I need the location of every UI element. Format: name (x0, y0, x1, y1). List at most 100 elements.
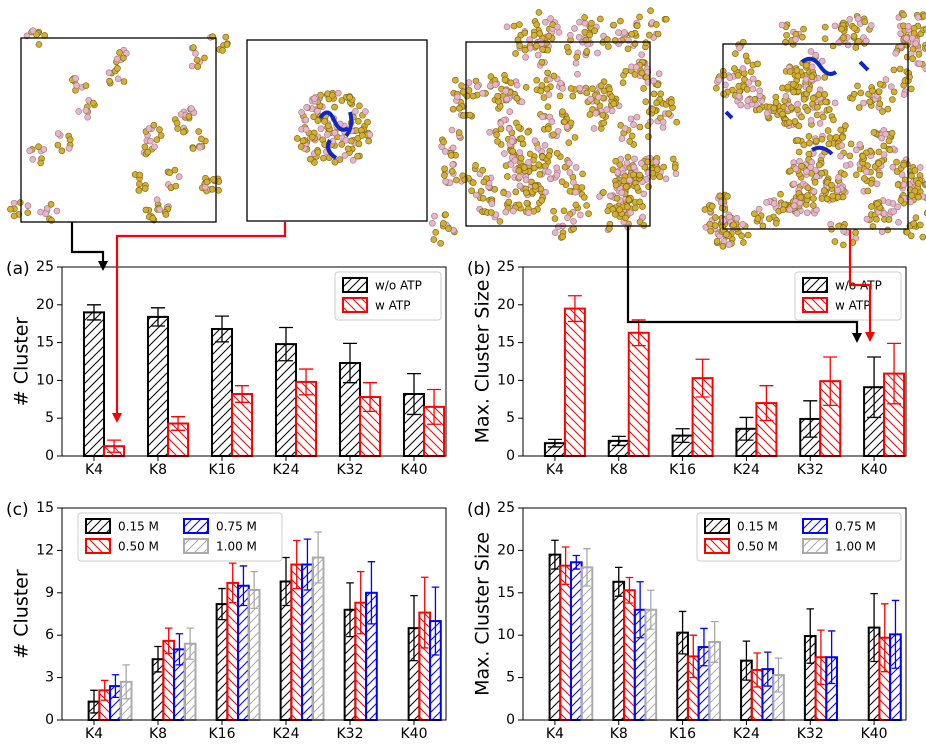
bead (632, 204, 639, 212)
bead (798, 113, 805, 121)
bead (887, 83, 895, 91)
bead (494, 92, 502, 100)
bead (821, 23, 829, 31)
bar (247, 588, 261, 721)
bead (533, 21, 541, 28)
bead (84, 113, 91, 121)
x-tick-label: K24 (733, 462, 760, 478)
bead (660, 163, 667, 171)
bead (739, 65, 747, 72)
bead (302, 116, 310, 124)
bead (523, 189, 530, 197)
bead (136, 180, 143, 188)
bead (798, 162, 805, 170)
bead (583, 89, 591, 97)
arrow (848, 229, 872, 333)
bead (826, 134, 834, 141)
bead (545, 168, 552, 176)
error-bar (218, 587, 226, 621)
bead (794, 100, 801, 108)
bead (722, 231, 730, 238)
bead (570, 218, 577, 225)
bead (645, 183, 652, 190)
bead (24, 202, 32, 210)
bead (479, 195, 487, 202)
legend: 0.15 M 0.50 M 0.75 M 1.00 M (77, 512, 283, 562)
bead (344, 145, 352, 153)
bead (864, 187, 872, 195)
bead (915, 193, 922, 201)
y-tick-label: 3 (45, 670, 54, 686)
bead (890, 208, 897, 215)
bead (538, 197, 546, 204)
bead (520, 164, 528, 171)
bead (655, 70, 663, 77)
bead (672, 170, 680, 178)
bead (538, 40, 545, 47)
bead (861, 18, 869, 26)
error-bar (150, 307, 166, 327)
bead (815, 91, 823, 98)
bead (633, 184, 641, 191)
bead (790, 202, 798, 210)
bead (29, 27, 37, 34)
bead (594, 49, 601, 57)
bead (106, 77, 113, 85)
error-bar (774, 657, 783, 693)
bead (825, 140, 833, 148)
bead (736, 44, 743, 52)
bead (898, 171, 906, 178)
bead (782, 93, 790, 100)
bead (772, 99, 780, 106)
error-bar (90, 689, 98, 714)
bead (856, 141, 864, 148)
y-tick-label: 15 (497, 335, 515, 351)
bead (905, 22, 912, 30)
bead (800, 95, 808, 103)
bead (299, 137, 307, 145)
y-tick-label: 9 (45, 585, 54, 601)
y-tick-label: 0 (506, 712, 515, 728)
bead (474, 83, 481, 90)
bead (625, 196, 633, 204)
bead (654, 30, 662, 38)
panel: 0 5 10 15 20 25 K4 K8 K16 K24 K32 K40 Max. Cluster S… (467, 259, 907, 478)
bead (16, 199, 24, 206)
bead (554, 127, 562, 135)
bead (921, 12, 926, 20)
bead (545, 152, 553, 159)
error-bar (625, 576, 634, 604)
bead (837, 152, 844, 160)
bead (800, 141, 808, 149)
bead (512, 188, 520, 196)
bead (852, 44, 860, 51)
bead (652, 158, 660, 166)
panel: 0 5 10 15 20 25 K4 K8 K16 K24 K32 K40 Max. Cluster S… (467, 500, 907, 742)
bead (550, 72, 558, 80)
error-bar (695, 358, 710, 398)
bead (472, 162, 479, 169)
bead (626, 138, 634, 145)
bead (895, 218, 902, 226)
bead (494, 138, 501, 145)
x-tick-label: K4 (85, 462, 103, 478)
bead (431, 212, 438, 220)
bead (802, 75, 810, 83)
bead (308, 133, 316, 141)
bead (135, 187, 143, 194)
bead (192, 50, 199, 57)
x-tick-label: K8 (149, 462, 167, 478)
bead (862, 168, 870, 176)
bead (563, 43, 571, 51)
bead (592, 109, 600, 117)
bead (82, 107, 90, 114)
bead (526, 150, 534, 158)
bead (744, 57, 751, 65)
bead (586, 31, 594, 39)
error-bar (759, 385, 774, 422)
bead (595, 93, 602, 101)
bead (314, 107, 321, 115)
bead (778, 21, 786, 29)
legend-swatch (802, 518, 828, 534)
bead (627, 209, 634, 216)
